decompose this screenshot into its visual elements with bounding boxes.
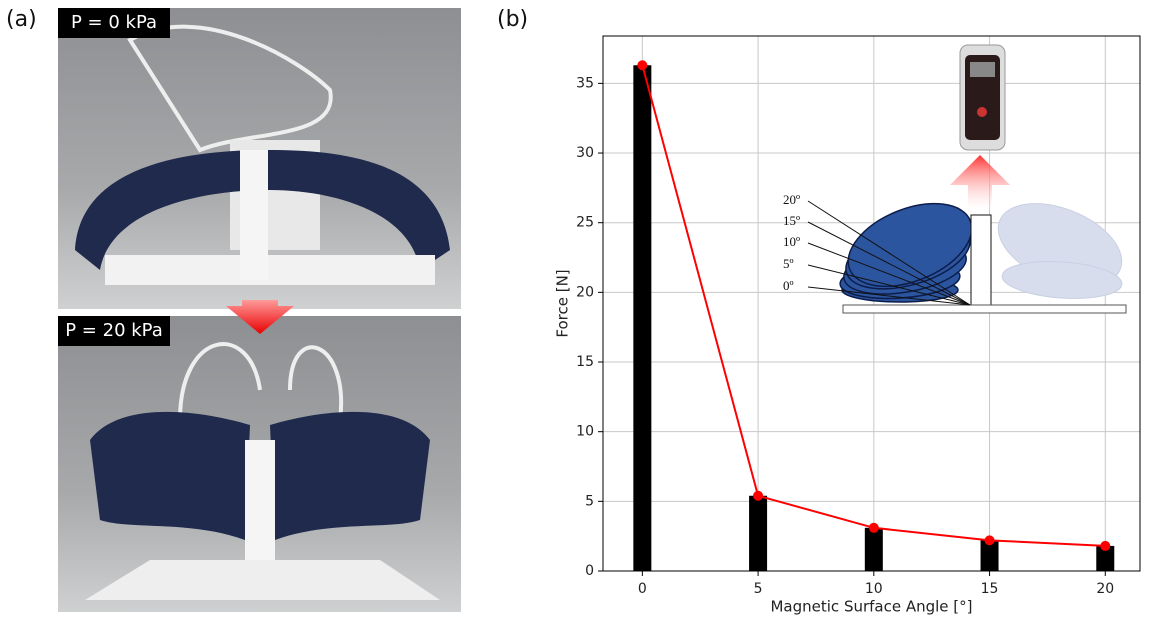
y-tick-label: 20	[576, 284, 594, 300]
panel-label: (a)	[6, 7, 37, 32]
point	[753, 491, 763, 501]
x-axis-label: Magnetic Surface Angle [°]	[770, 598, 972, 616]
x-tick-label: 0	[638, 581, 647, 597]
y-tick-label: 25	[576, 215, 594, 231]
bar	[633, 65, 651, 571]
angle-label: 15º	[783, 213, 800, 228]
point	[985, 535, 995, 545]
inset	[808, 45, 1134, 313]
plot-frame	[603, 36, 1140, 571]
y-tick-label: 0	[585, 563, 594, 579]
angle-label: 0º	[783, 278, 794, 293]
photo-label: P = 0 kPa	[71, 12, 157, 33]
y-tick-label: 35	[576, 75, 594, 91]
point	[1100, 541, 1110, 551]
bar	[749, 496, 767, 571]
angle-label: 10º	[783, 234, 800, 249]
photo: P = 20 kPa	[58, 316, 461, 612]
x-tick-label: 10	[865, 581, 883, 597]
figure: (a) (b) P = 0 kPa P = 20 kPa 0 5 10 15 20 25 3…	[0, 0, 1152, 623]
point	[869, 523, 879, 533]
photo: P = 0 kPa	[58, 8, 461, 309]
bar	[865, 528, 883, 571]
angle-label: 20º	[783, 192, 800, 207]
plot: 0 5 10 15 20 25 30 35 0 5 10 15 20 Magnetic Surface A…	[554, 36, 1141, 616]
y-tick-label: 30	[576, 145, 594, 161]
panel-label: (b)	[497, 7, 528, 32]
y-tick-label: 5	[585, 493, 594, 509]
y-tick-label: 10	[576, 424, 594, 440]
angle-label: 5º	[783, 256, 794, 271]
x-tick-label: 20	[1096, 581, 1114, 597]
photo-label: P = 20 kPa	[65, 320, 163, 341]
y-axis-label: Force [N]	[554, 269, 572, 337]
y-tick-label: 15	[576, 354, 594, 370]
x-tick-label: 15	[981, 581, 999, 597]
point	[637, 60, 647, 70]
x-tick-label: 5	[754, 581, 763, 597]
